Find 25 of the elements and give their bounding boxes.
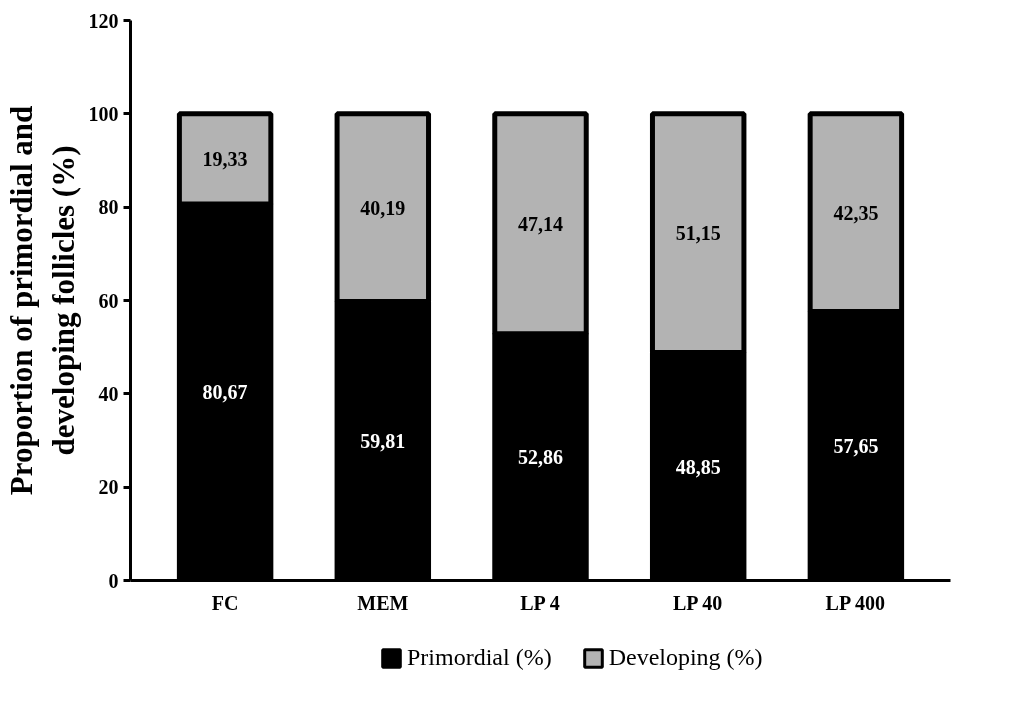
y-tick-label: 0 — [108, 569, 119, 592]
data-label: 59,81 — [360, 429, 406, 452]
data-label: 80,67 — [202, 381, 248, 404]
data-label: 47,14 — [518, 212, 563, 235]
legend-label: Primordial (%) — [407, 644, 552, 671]
data-label: 19,33 — [202, 147, 248, 170]
y-tick-label: 40 — [98, 382, 119, 405]
y-tick-label: 100 — [88, 102, 119, 125]
data-label: 42,35 — [833, 201, 879, 224]
data-label: 40,19 — [360, 196, 406, 219]
data-label: 51,15 — [675, 222, 721, 245]
x-tick-label: LP 400 — [825, 591, 886, 614]
data-label: 48,85 — [675, 455, 721, 478]
x-tick-label: LP 40 — [672, 591, 723, 614]
y-axis-title: Proportion of primordial and developing follicles (%) — [3, 105, 81, 496]
y-tick-label: 80 — [98, 196, 119, 219]
x-tick-label: MEM — [357, 591, 409, 614]
data-label: 57,65 — [833, 434, 879, 457]
y-tick-label: 20 — [98, 476, 119, 499]
legend-label: Developing (%) — [608, 644, 763, 671]
y-tick-label: 60 — [98, 289, 119, 312]
data-label: 52,86 — [518, 446, 563, 469]
x-tick-label: FC — [211, 591, 239, 614]
x-tick-label: LP 4 — [520, 591, 560, 614]
y-tick-label: 120 — [88, 9, 119, 32]
